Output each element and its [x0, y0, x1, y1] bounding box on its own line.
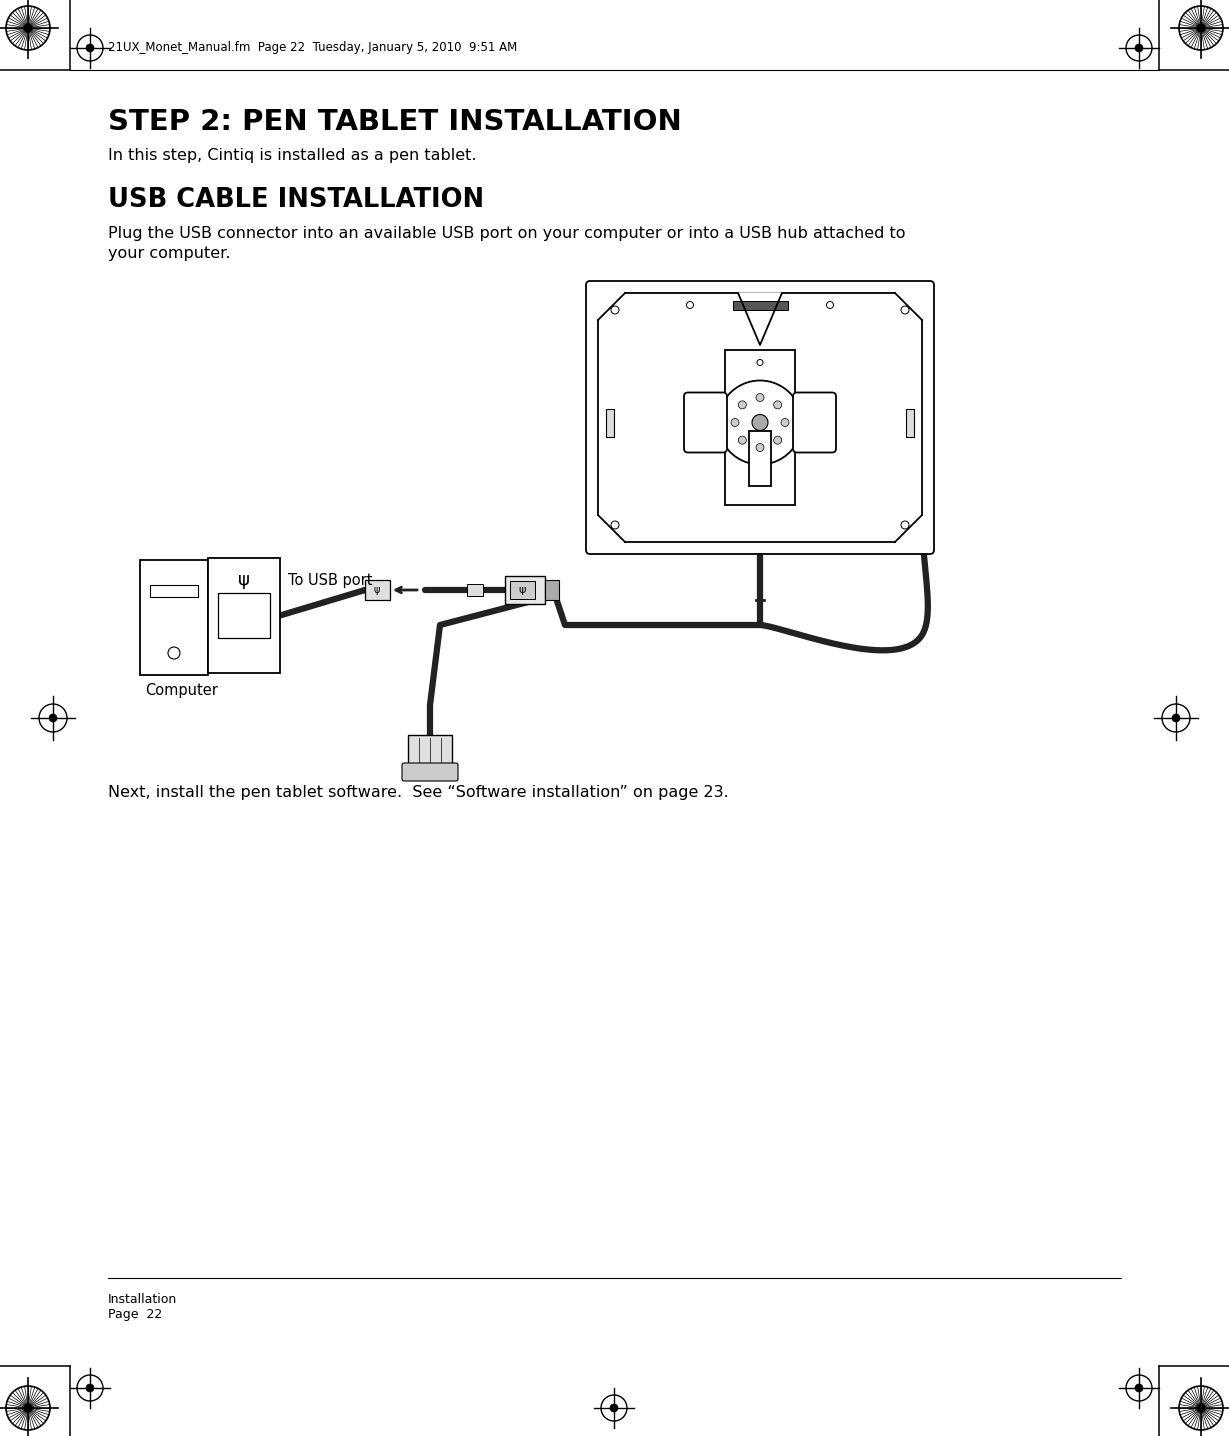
Bar [467, 584, 483, 596]
Circle shape [1172, 714, 1180, 722]
Bar [748, 431, 771, 485]
Text: To USB port: To USB port [288, 573, 372, 587]
Text: Page  22: Page 22 [108, 1308, 162, 1321]
Text: ψ: ψ [519, 584, 526, 595]
Bar [365, 580, 390, 600]
Text: In this step, Cintiq is installed as a pen tablet.: In this step, Cintiq is installed as a p… [108, 148, 477, 164]
Circle shape [774, 437, 782, 444]
Circle shape [757, 470, 763, 475]
Circle shape [1197, 23, 1206, 33]
Bar [732, 302, 788, 310]
Text: STEP 2: PEN TABLET INSTALLATION: STEP 2: PEN TABLET INSTALLATION [108, 108, 682, 136]
Bar [505, 576, 544, 605]
Bar [218, 593, 270, 638]
Text: 21UX_Monet_Manual.fm  Page 22  Tuesday, January 5, 2010  9:51 AM: 21UX_Monet_Manual.fm Page 22 Tuesday, Ja… [108, 42, 517, 55]
Circle shape [739, 437, 746, 444]
FancyBboxPatch shape [685, 392, 728, 452]
Circle shape [86, 1384, 93, 1391]
Circle shape [774, 401, 782, 409]
Circle shape [756, 444, 764, 451]
Circle shape [756, 393, 764, 402]
Polygon shape [737, 293, 782, 345]
Text: ψ: ψ [238, 572, 249, 589]
Bar [208, 559, 280, 673]
Bar [544, 580, 559, 600]
Text: USB CABLE INSTALLATION: USB CABLE INSTALLATION [108, 187, 484, 213]
Circle shape [1197, 1403, 1206, 1413]
Bar [606, 408, 614, 437]
Bar [408, 735, 452, 765]
FancyBboxPatch shape [793, 392, 836, 452]
Bar [725, 350, 795, 505]
Circle shape [86, 45, 93, 52]
Circle shape [780, 418, 789, 426]
Text: Installation: Installation [108, 1292, 177, 1305]
FancyBboxPatch shape [586, 281, 934, 554]
Bar [140, 560, 208, 675]
Circle shape [610, 1404, 618, 1412]
Text: Plug the USB connector into an available USB port on your computer or into a USB: Plug the USB connector into an available… [108, 225, 906, 261]
Text: Next, install the pen tablet software.  See “Software installation” on page 23.: Next, install the pen tablet software. S… [108, 785, 729, 800]
Bar [150, 584, 198, 597]
Bar [512, 584, 528, 596]
FancyBboxPatch shape [402, 763, 458, 781]
Circle shape [739, 401, 746, 409]
Circle shape [752, 415, 768, 431]
Circle shape [1136, 1384, 1143, 1391]
Circle shape [23, 1403, 32, 1413]
Text: ψ: ψ [374, 584, 380, 595]
Bar [510, 582, 535, 599]
Text: Computer: Computer [145, 684, 218, 698]
Circle shape [731, 418, 739, 426]
Circle shape [1136, 45, 1143, 52]
Circle shape [49, 714, 57, 722]
Bar [906, 408, 914, 437]
Circle shape [23, 23, 32, 33]
Circle shape [757, 359, 763, 366]
